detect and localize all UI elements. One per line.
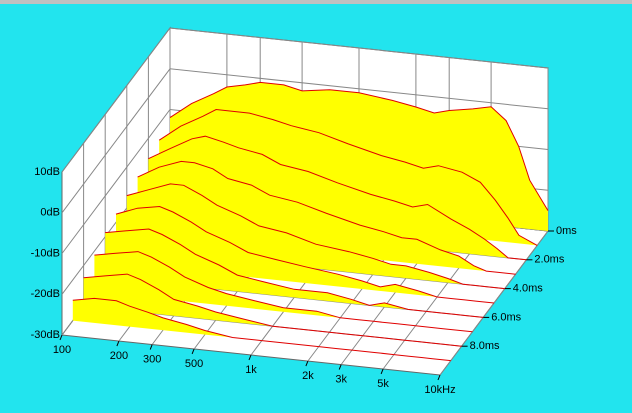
x-tick-label: 10kHz (424, 384, 455, 396)
y-tick-label: -30dB (31, 329, 60, 341)
tick-mark (191, 348, 195, 355)
tick-mark (437, 374, 441, 381)
x-tick-label: 5k (377, 378, 389, 390)
z-tick-label: 0ms (556, 225, 577, 237)
slice-line (105, 228, 484, 318)
y-tick-label: -10dB (31, 247, 60, 259)
tick-mark (380, 368, 384, 375)
z-tick-label: 8.0ms (470, 340, 500, 352)
slice-area (72, 298, 451, 361)
slice-line (169, 81, 549, 211)
tick-mark (305, 360, 309, 367)
slice-line (158, 108, 538, 246)
z-tick-label: 4.0ms (513, 283, 543, 295)
slice-line (94, 251, 473, 333)
slice-area (83, 274, 462, 347)
slice-area (137, 161, 516, 275)
z-tick-label: 6.0ms (491, 311, 521, 323)
tick-mark (149, 344, 153, 350)
x-tick-label: 500 (185, 358, 203, 370)
z-tick-label: 2.0ms (534, 254, 564, 266)
x-tick-label: 100 (53, 344, 71, 356)
x-tick-label: 2k (302, 370, 314, 382)
tick-mark (59, 334, 63, 341)
slice-area (126, 183, 505, 289)
x-tick-label: 3k (335, 373, 347, 385)
y-tick-label: 0dB (40, 207, 60, 219)
top-strip (0, 0, 632, 4)
tick-mark (338, 364, 342, 370)
slice-line (72, 297, 451, 362)
tick-mark (248, 354, 252, 361)
x-tick-label: 300 (143, 353, 161, 365)
y-tick-label: 10dB (34, 166, 60, 178)
slice-line (148, 135, 527, 261)
y-tick-label: -20dB (31, 288, 60, 300)
x-tick-label: 200 (110, 350, 128, 362)
slice-line (137, 160, 516, 275)
slice-line (126, 183, 505, 290)
slice-area (105, 229, 484, 318)
tick-mark (116, 340, 120, 347)
slice-line (115, 205, 495, 304)
slice-area (94, 251, 473, 332)
slice-line (83, 273, 462, 347)
x-tick-label: 1k (245, 364, 257, 376)
